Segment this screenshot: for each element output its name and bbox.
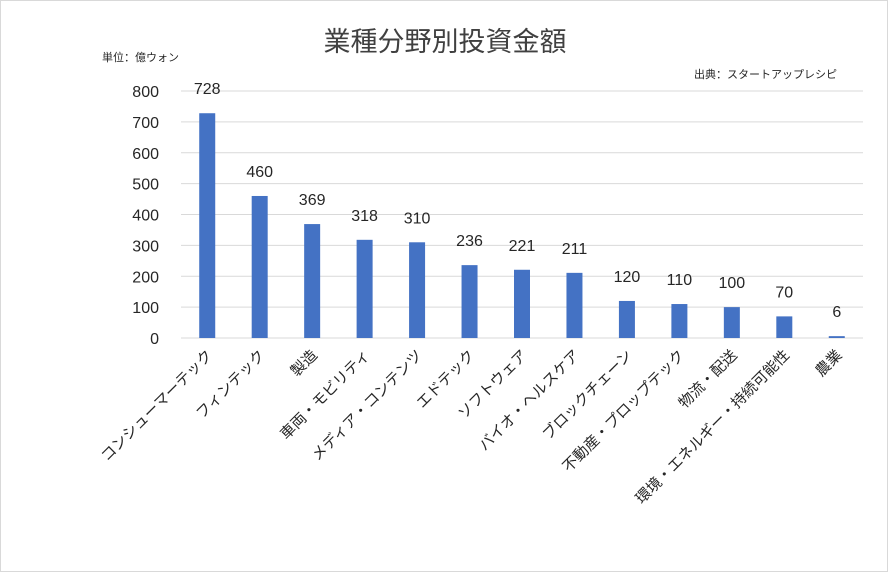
category-label: ブロックチェーン [539, 346, 636, 443]
bar [356, 239, 373, 338]
bar [514, 269, 530, 338]
bar [409, 242, 426, 338]
data-label: 120 [614, 269, 641, 286]
data-label: 318 [351, 208, 378, 225]
y-tick-label: 700 [132, 115, 159, 132]
bar [776, 316, 793, 338]
category-label: 農業 [812, 346, 846, 380]
category-label: 製造 [287, 346, 321, 380]
unit-label: 単位：億ウォン [102, 50, 179, 64]
chart-title: 業種分野別投資金額 [324, 27, 567, 58]
data-label: 6 [832, 304, 841, 321]
y-axis-ticks: 0 100 200 300 400 500 600 700 800 [132, 84, 159, 348]
source-label: 出典：スタートアップレシピ [694, 67, 837, 81]
y-tick-label: 300 [132, 238, 159, 255]
bars [199, 113, 845, 338]
bar [304, 224, 321, 338]
y-tick-label: 600 [132, 146, 159, 163]
data-label: 70 [775, 284, 793, 301]
data-label: 369 [299, 192, 326, 209]
gridlines [181, 90, 863, 339]
data-label: 236 [456, 233, 483, 250]
bar [461, 265, 478, 338]
y-tick-label: 400 [132, 208, 159, 225]
data-label: 100 [718, 275, 745, 292]
bar [566, 272, 583, 338]
y-tick-label: 100 [132, 300, 159, 317]
bar [199, 113, 216, 338]
category-label: バイオ・ヘルスケア [475, 346, 583, 454]
bar [671, 304, 688, 338]
data-label: 310 [404, 210, 431, 227]
data-label: 460 [246, 164, 273, 181]
data-label: 728 [194, 81, 221, 98]
bar [618, 300, 635, 338]
y-tick-label: 0 [150, 331, 159, 348]
category-label: 車両・モビリティ [276, 346, 373, 443]
data-label: 110 [667, 272, 693, 289]
data-label: 221 [509, 238, 536, 255]
bar [251, 195, 268, 338]
y-tick-label: 800 [132, 84, 159, 101]
y-tick-label: 200 [132, 269, 159, 286]
bar [723, 307, 740, 338]
bar [828, 336, 845, 338]
data-labels: 728 460 369 318 310 236 221 211 120 110 100 70 6 [194, 81, 841, 321]
y-tick-label: 500 [132, 177, 159, 194]
data-label: 211 [562, 241, 588, 258]
